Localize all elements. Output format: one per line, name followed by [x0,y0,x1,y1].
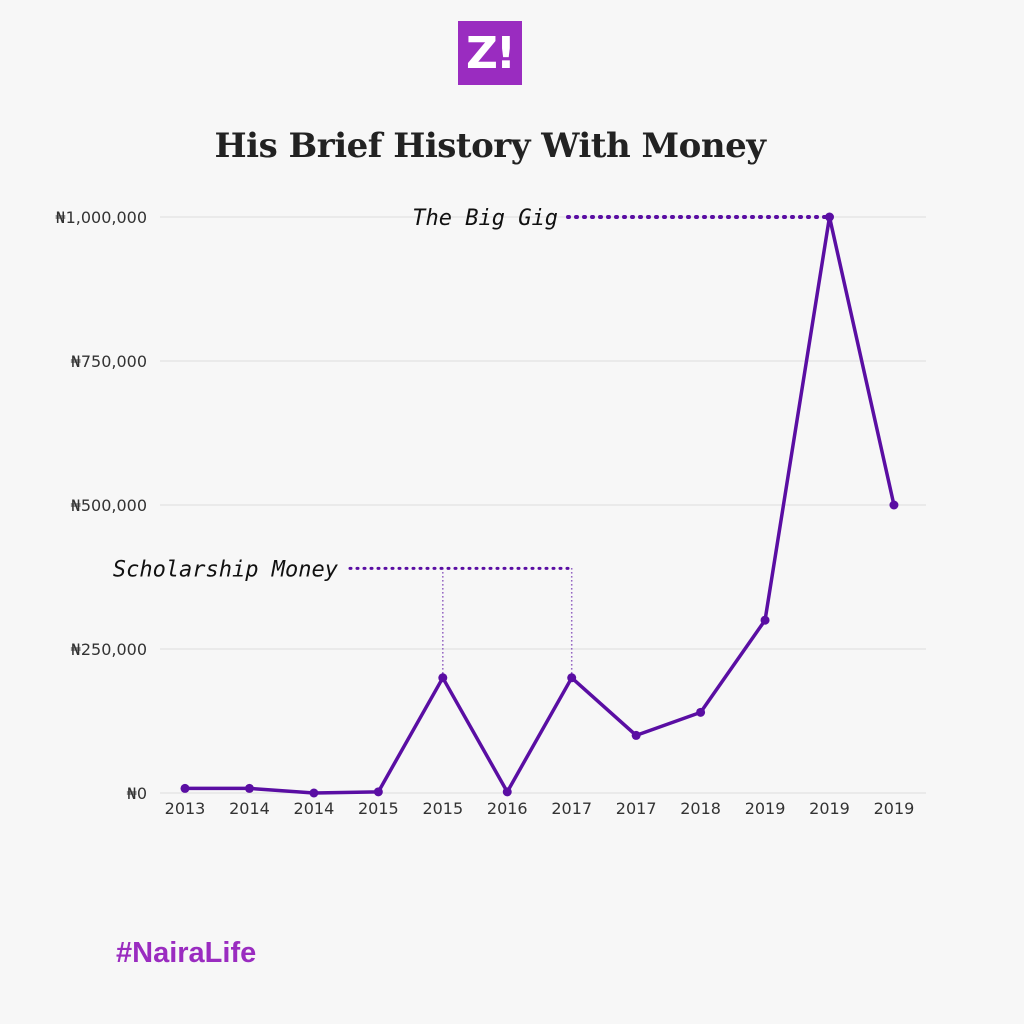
y-tick-label: ₦0 [127,784,147,803]
y-tick-label: ₦250,000 [71,640,147,659]
x-tick-label: 2016 [487,799,528,818]
annotation-label: Scholarship Money [113,557,339,582]
x-tick-label: 2017 [551,799,592,818]
series-line [185,215,896,795]
x-tick-label: 2014 [229,799,270,818]
chart-title: His Brief History With Money [214,126,766,166]
x-tick-label: 2017 [616,799,657,818]
x-tick-label: 2019 [809,799,850,818]
data-point [631,730,641,740]
data-point [373,787,383,797]
data-point [696,707,706,717]
x-tick-label: 2014 [294,799,335,818]
x-tick-label: 2015 [422,799,463,818]
zikoko-logo: Z! [458,21,522,85]
x-tick-label: 2019 [745,799,786,818]
data-point [438,673,448,683]
x-tick-label: 2015 [358,799,399,818]
x-tick-label: 2013 [165,799,206,818]
data-point [760,615,770,625]
data-point [244,783,254,793]
data-point [889,500,899,510]
data-point [180,783,190,793]
hashtag: #NairaLife [116,937,257,969]
data-point [309,788,319,798]
y-tick-label: ₦1,000,000 [55,208,147,227]
x-tick-label: 2019 [874,799,915,818]
data-point [825,212,834,222]
annotation-label: The Big Gig [412,206,558,231]
y-tick-label: ₦750,000 [71,352,147,371]
y-tick-label: ₦500,000 [71,496,147,515]
data-point [502,787,512,797]
data-point [567,673,577,683]
x-tick-label: 2018 [680,799,721,818]
